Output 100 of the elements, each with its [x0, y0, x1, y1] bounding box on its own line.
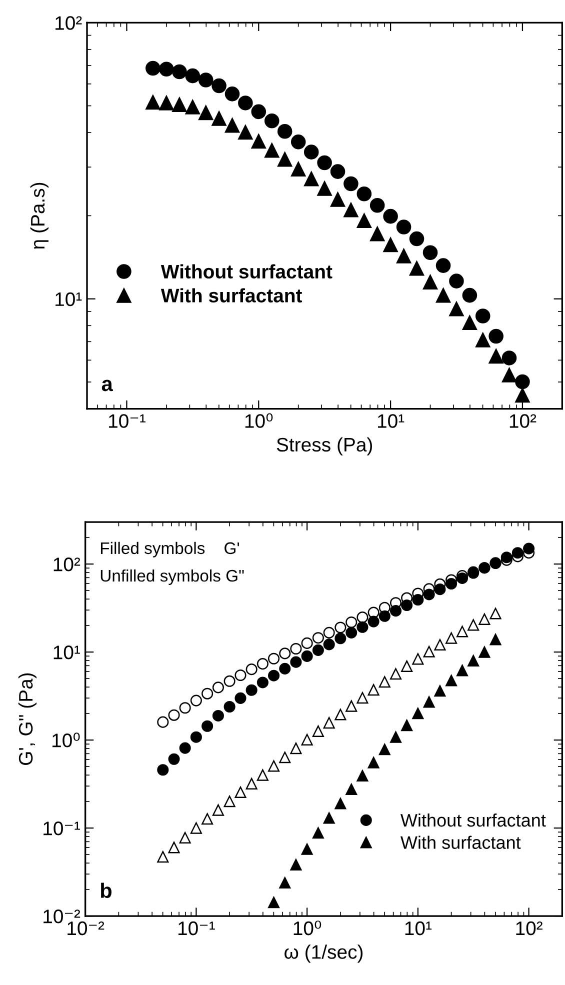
point: [268, 760, 280, 772]
point: [168, 709, 180, 721]
point: [268, 652, 280, 664]
point: [409, 260, 424, 276]
point: [185, 68, 200, 84]
point: [412, 594, 424, 606]
point: [172, 64, 187, 80]
point: [323, 638, 335, 650]
point: [224, 675, 236, 687]
point: [456, 626, 468, 638]
x-tick-label: 10⁻²: [68, 921, 104, 936]
point: [434, 584, 446, 596]
point: [179, 702, 191, 714]
point: [462, 288, 478, 303]
annotation: a: [102, 380, 113, 392]
point: [383, 237, 398, 252]
point: [346, 700, 358, 712]
point: [234, 786, 246, 798]
point: [256, 658, 268, 670]
point: [312, 725, 324, 737]
point: [146, 94, 160, 110]
annotation: Unfilled symbols G": [100, 569, 244, 585]
point: [246, 664, 258, 676]
point: [238, 124, 253, 140]
point: [370, 226, 385, 242]
point: [396, 248, 412, 264]
point: [344, 176, 358, 192]
point: [378, 610, 390, 622]
point: [212, 78, 226, 94]
y-tick-label: 10⁻¹: [44, 822, 80, 836]
point: [490, 608, 502, 620]
y-tick-label: 10⁻²: [44, 910, 80, 924]
point: [356, 692, 368, 704]
y-tick-label: 10¹: [54, 646, 80, 660]
point: [436, 258, 451, 273]
point: [346, 616, 358, 628]
x-tick-label: 10⁰: [245, 413, 273, 428]
point: [202, 813, 214, 825]
point: [356, 621, 368, 633]
point: [301, 650, 313, 662]
y-axis-title: G', G" (Pa): [18, 673, 37, 765]
point: [277, 124, 292, 139]
point: [512, 547, 524, 559]
point: [500, 552, 512, 564]
point: [277, 152, 292, 167]
point: [264, 113, 280, 128]
point: [368, 684, 380, 696]
point: [251, 104, 266, 120]
point: [436, 288, 451, 303]
x-axis-title: ω (1/sec): [284, 944, 363, 963]
point: [323, 717, 335, 729]
point: [279, 662, 291, 674]
point: [478, 613, 490, 625]
point: [323, 626, 335, 638]
legend-label: Without surfactant: [400, 813, 546, 827]
point: [198, 105, 214, 120]
point: [268, 670, 280, 682]
y-tick-label: 10¹: [56, 292, 82, 306]
point: [202, 720, 214, 732]
point: [246, 778, 258, 790]
point: [390, 605, 402, 617]
point: [212, 804, 224, 816]
point: [334, 632, 346, 644]
point: [422, 274, 438, 290]
point: [368, 616, 380, 628]
point: [317, 155, 332, 170]
point: [475, 308, 490, 324]
point: [449, 301, 464, 316]
point: [422, 245, 438, 260]
point: [224, 118, 240, 133]
point: [157, 716, 169, 728]
point: [290, 162, 306, 176]
point: [212, 111, 226, 126]
point: [502, 368, 517, 382]
point: [224, 796, 236, 808]
point: [378, 676, 390, 688]
point: [238, 96, 253, 110]
legend-label: With surfactant: [160, 288, 302, 302]
point: [356, 213, 372, 228]
point: [279, 752, 291, 764]
point: [356, 612, 368, 624]
point: [312, 644, 324, 656]
point: [190, 822, 202, 834]
point: [290, 742, 302, 754]
point: [312, 632, 324, 644]
point: [401, 599, 413, 612]
point: [396, 220, 412, 234]
point: [224, 700, 236, 713]
x-tick-label: 10¹: [378, 414, 404, 428]
point: [368, 606, 380, 618]
point: [409, 231, 424, 246]
x-tick-label: 10⁻¹: [178, 921, 215, 936]
point: [383, 208, 398, 224]
point: [185, 100, 200, 114]
point: [212, 682, 224, 694]
point: [475, 332, 490, 348]
point: [488, 328, 504, 344]
point: [304, 171, 319, 186]
point: [190, 731, 202, 743]
point: [304, 144, 319, 160]
